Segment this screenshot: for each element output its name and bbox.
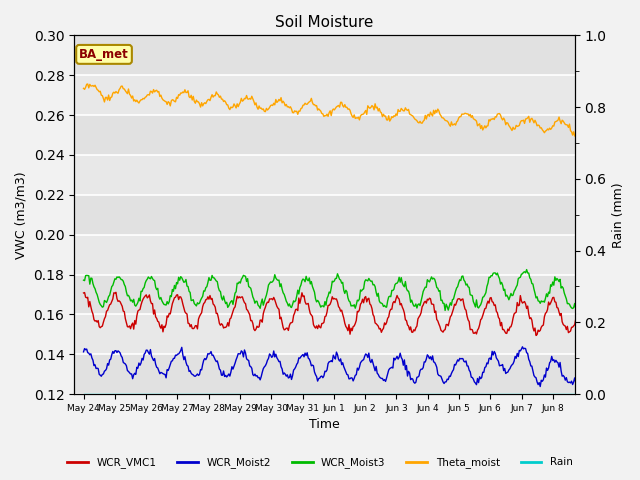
Y-axis label: Rain (mm): Rain (mm) (612, 182, 625, 248)
Bar (74, 354, 575, 394)
Bar (74, 235, 575, 275)
Bar (74, 275, 575, 314)
Bar (74, 75, 575, 115)
Text: BA_met: BA_met (79, 48, 129, 61)
X-axis label: Time: Time (309, 419, 340, 432)
Bar (74, 115, 575, 155)
Bar (74, 155, 575, 195)
Legend: WCR_VMC1, WCR_Moist2, WCR_Moist3, Theta_moist, Rain: WCR_VMC1, WCR_Moist2, WCR_Moist3, Theta_… (63, 453, 577, 472)
Bar (74, 195, 575, 235)
Bar (74, 36, 575, 75)
Bar (74, 314, 575, 354)
Title: Soil Moisture: Soil Moisture (275, 15, 374, 30)
Y-axis label: VWC (m3/m3): VWC (m3/m3) (15, 171, 28, 259)
